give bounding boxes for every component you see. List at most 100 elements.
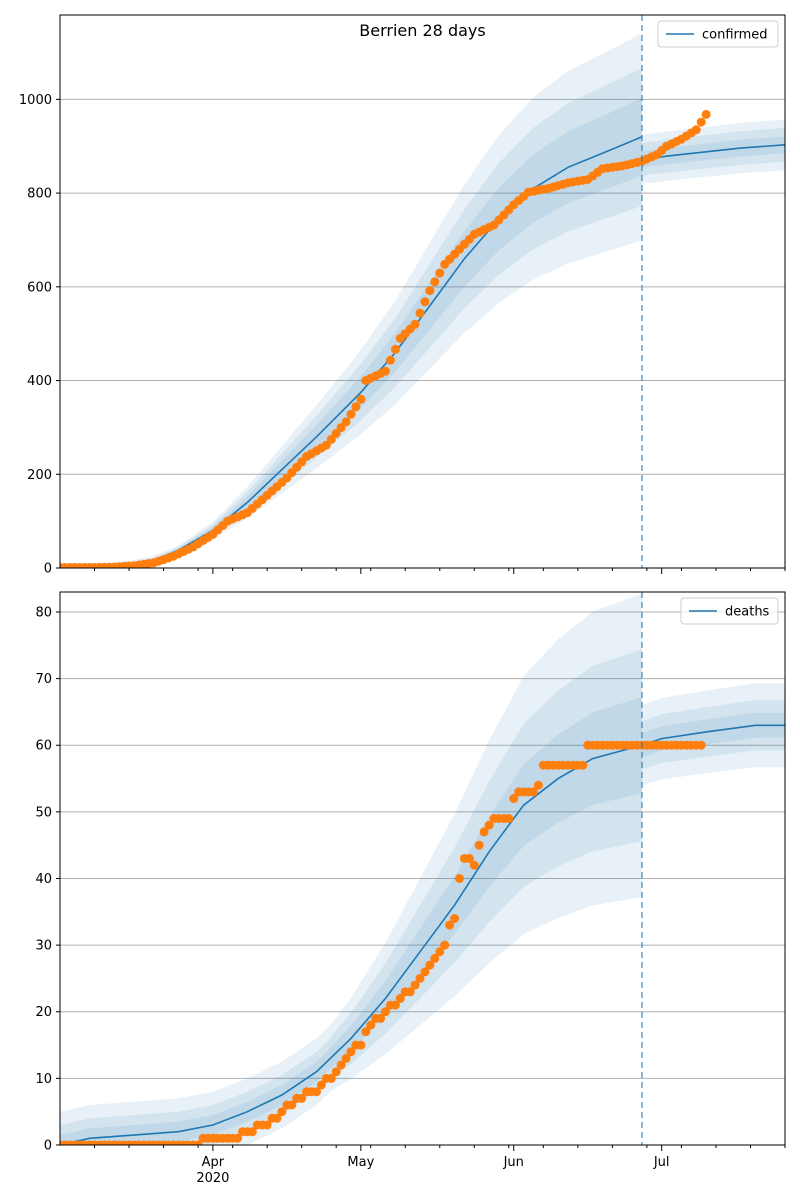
observed-point (509, 794, 519, 803)
observed-point (361, 1027, 371, 1037)
forecast-line (641, 144, 785, 161)
observed-point (390, 1000, 400, 1010)
model-band-1 (60, 593, 642, 1145)
x-tick-label: May (347, 1155, 374, 1170)
observed-point (326, 1073, 336, 1083)
observed-point (479, 827, 489, 837)
forecast-band-2 (642, 700, 785, 770)
forecast-band-1 (642, 683, 785, 786)
legend-box (657, 20, 779, 48)
observed-point (316, 1080, 326, 1090)
observed-point (272, 1113, 282, 1123)
observed-point (390, 344, 400, 354)
model-band-2 (60, 67, 642, 568)
observed-point (425, 960, 435, 970)
observed-point (696, 740, 706, 750)
observed-point (415, 973, 425, 983)
observed-point (435, 268, 445, 278)
observed-points (60, 740, 706, 1145)
observed-point (336, 1060, 346, 1070)
observed-point (312, 1087, 321, 1097)
observed-point (346, 409, 356, 419)
legend: deaths (680, 597, 779, 625)
y-tick-label: 50 (35, 805, 52, 820)
y-tick-label: 0 (44, 562, 52, 577)
y-tick-label: 200 (27, 468, 52, 483)
model-band-1 (60, 33, 642, 568)
forecast-band-3 (642, 136, 785, 168)
observed-point (247, 1127, 257, 1137)
y-tick-label: 400 (27, 374, 52, 389)
observed-point (455, 874, 464, 883)
observed-point (420, 967, 430, 977)
observed-point (701, 109, 711, 119)
observed-point (430, 953, 440, 963)
observed-points (60, 109, 711, 568)
observed-point (430, 277, 440, 287)
observed-point (376, 1013, 386, 1023)
x-tick-label: Jul (653, 1155, 670, 1170)
observed-point (410, 980, 420, 990)
model-band-3 (60, 697, 642, 1145)
observed-point (233, 1133, 243, 1143)
y-tick-label: 80 (35, 605, 52, 620)
x-tick-label: Jun (503, 1155, 524, 1170)
axes-frame (59, 591, 786, 1146)
observed-point (341, 1053, 351, 1063)
observed-point (529, 787, 538, 797)
observed-point (381, 366, 390, 376)
observed-point (326, 434, 336, 444)
observed-point (450, 914, 460, 923)
observed-point (696, 117, 706, 127)
observed-point (578, 760, 588, 770)
model-line (60, 744, 643, 1145)
model-lines (60, 724, 785, 1145)
chart-panel-1: 0 200 400 600 800 1000 Berrien 28 days confirme… (19, 14, 786, 577)
observed-point (410, 319, 420, 329)
observed-point (356, 1040, 366, 1050)
x-tick-sublabel: 2020 (196, 1171, 229, 1186)
observed-point (331, 429, 341, 438)
legend-label: confirmed (702, 28, 768, 43)
observed-point (262, 1120, 272, 1130)
y-tick-label: 70 (35, 672, 52, 687)
observed-point (445, 920, 455, 930)
observed-point (385, 355, 395, 365)
observed-point (691, 125, 701, 135)
observed-point (420, 297, 430, 307)
uncertainty-bands (60, 593, 785, 1145)
legend: confirmed (657, 20, 779, 48)
observed-point (504, 814, 514, 823)
observed-point (331, 1067, 341, 1077)
observed-point (381, 1007, 390, 1017)
observed-point (351, 402, 361, 412)
observed-point (440, 940, 450, 950)
observed-point (297, 1093, 307, 1103)
y-tick-label: 1000 (19, 93, 52, 108)
observed-point (356, 394, 366, 404)
axes-frame (59, 14, 786, 569)
y-tick-label: 800 (27, 187, 52, 202)
model-band-2 (60, 649, 642, 1145)
model-band-3 (60, 98, 642, 568)
y-tick-label: 10 (35, 1072, 52, 1087)
observed-point (533, 780, 543, 790)
y-tick-label: 30 (35, 939, 52, 954)
legend-box (680, 597, 779, 625)
y-tick-label: 600 (27, 280, 52, 295)
observed-point (484, 820, 494, 830)
observed-point (346, 1047, 356, 1057)
y-tick-label: 60 (35, 739, 52, 754)
y-tick-label: 0 (44, 1139, 52, 1154)
observed-point (415, 308, 425, 318)
observed-point (435, 947, 445, 957)
observed-point (287, 1100, 297, 1110)
observed-point (277, 1107, 287, 1117)
observed-point (405, 987, 415, 997)
observed-point (395, 993, 405, 1003)
observed-point (469, 860, 479, 870)
observed-point (341, 417, 351, 427)
